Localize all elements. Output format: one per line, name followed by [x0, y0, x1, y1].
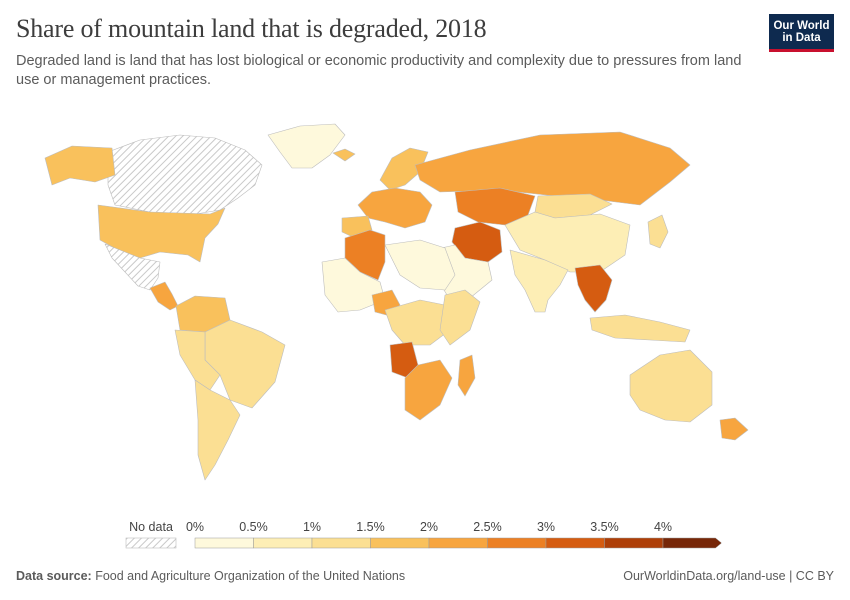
region-japan[interactable] [647, 214, 669, 249]
legend-bin-label: 1.5% [356, 520, 385, 534]
legend-bin-label: 4% [654, 520, 672, 534]
region-central-africa[interactable] [384, 299, 451, 346]
logo-line-1: Our World [773, 19, 830, 32]
region-east-africa[interactable] [439, 289, 481, 346]
legend-swatch [370, 537, 430, 549]
legend-swatch [194, 537, 254, 549]
legend-bin-label: 2.5% [473, 520, 502, 534]
legend-swatch [311, 537, 371, 549]
region-argentina-chile[interactable] [194, 379, 241, 481]
source-url[interactable]: OurWorldinData.org/land-use | CC BY [623, 569, 834, 583]
legend-bin-label: 0% [186, 520, 204, 534]
legend-no-data-label: No data [129, 520, 173, 534]
legend-bin-label: 3% [537, 520, 555, 534]
legend-swatch [487, 537, 547, 549]
region-indonesia[interactable] [589, 314, 691, 343]
legend-swatch [604, 537, 664, 549]
legend-no-data-swatch [125, 537, 177, 549]
legend-bin-label: 2% [420, 520, 438, 534]
region-iran[interactable] [451, 221, 503, 263]
region-new-zealand[interactable] [719, 417, 749, 441]
region-china[interactable] [504, 211, 631, 273]
region-north-africa[interactable] [384, 239, 456, 291]
legend-bin-label: 1% [303, 520, 321, 534]
legend-swatch [428, 537, 488, 549]
region-greenland[interactable] [267, 123, 346, 169]
legend-bin-label: 0.5% [239, 520, 268, 534]
legend-swatch [253, 537, 313, 549]
region-alaska[interactable] [44, 145, 116, 186]
owid-logo[interactable]: Our World in Data [769, 14, 834, 52]
region-russia[interactable] [414, 131, 691, 206]
legend-swatch-arrow [662, 537, 722, 549]
region-iceland[interactable] [332, 148, 356, 162]
region-australia[interactable] [629, 349, 713, 423]
page-subtitle: Degraded land is land that has lost biol… [16, 53, 742, 88]
region-canada[interactable] [107, 134, 263, 216]
data-source-label: Data source: [16, 569, 92, 583]
page-title: Share of mountain land that is degraded,… [16, 14, 487, 43]
region-mexico[interactable] [104, 243, 161, 291]
region-peru-bolivia[interactable] [174, 329, 221, 391]
legend-bin-label: 3.5% [590, 520, 619, 534]
data-source: Data source: Food and Agriculture Organi… [16, 569, 405, 583]
legend-swatch [545, 537, 605, 549]
region-madagascar[interactable] [457, 354, 476, 397]
region-southern-africa[interactable] [404, 359, 453, 421]
region-india[interactable] [509, 249, 569, 313]
data-source-text: Food and Agriculture Organization of the… [95, 569, 406, 583]
world-map[interactable] [0, 100, 850, 520]
region-western-europe[interactable] [357, 187, 433, 229]
region-southeast-asia[interactable] [574, 264, 613, 313]
logo-line-2: in Data [782, 31, 821, 44]
